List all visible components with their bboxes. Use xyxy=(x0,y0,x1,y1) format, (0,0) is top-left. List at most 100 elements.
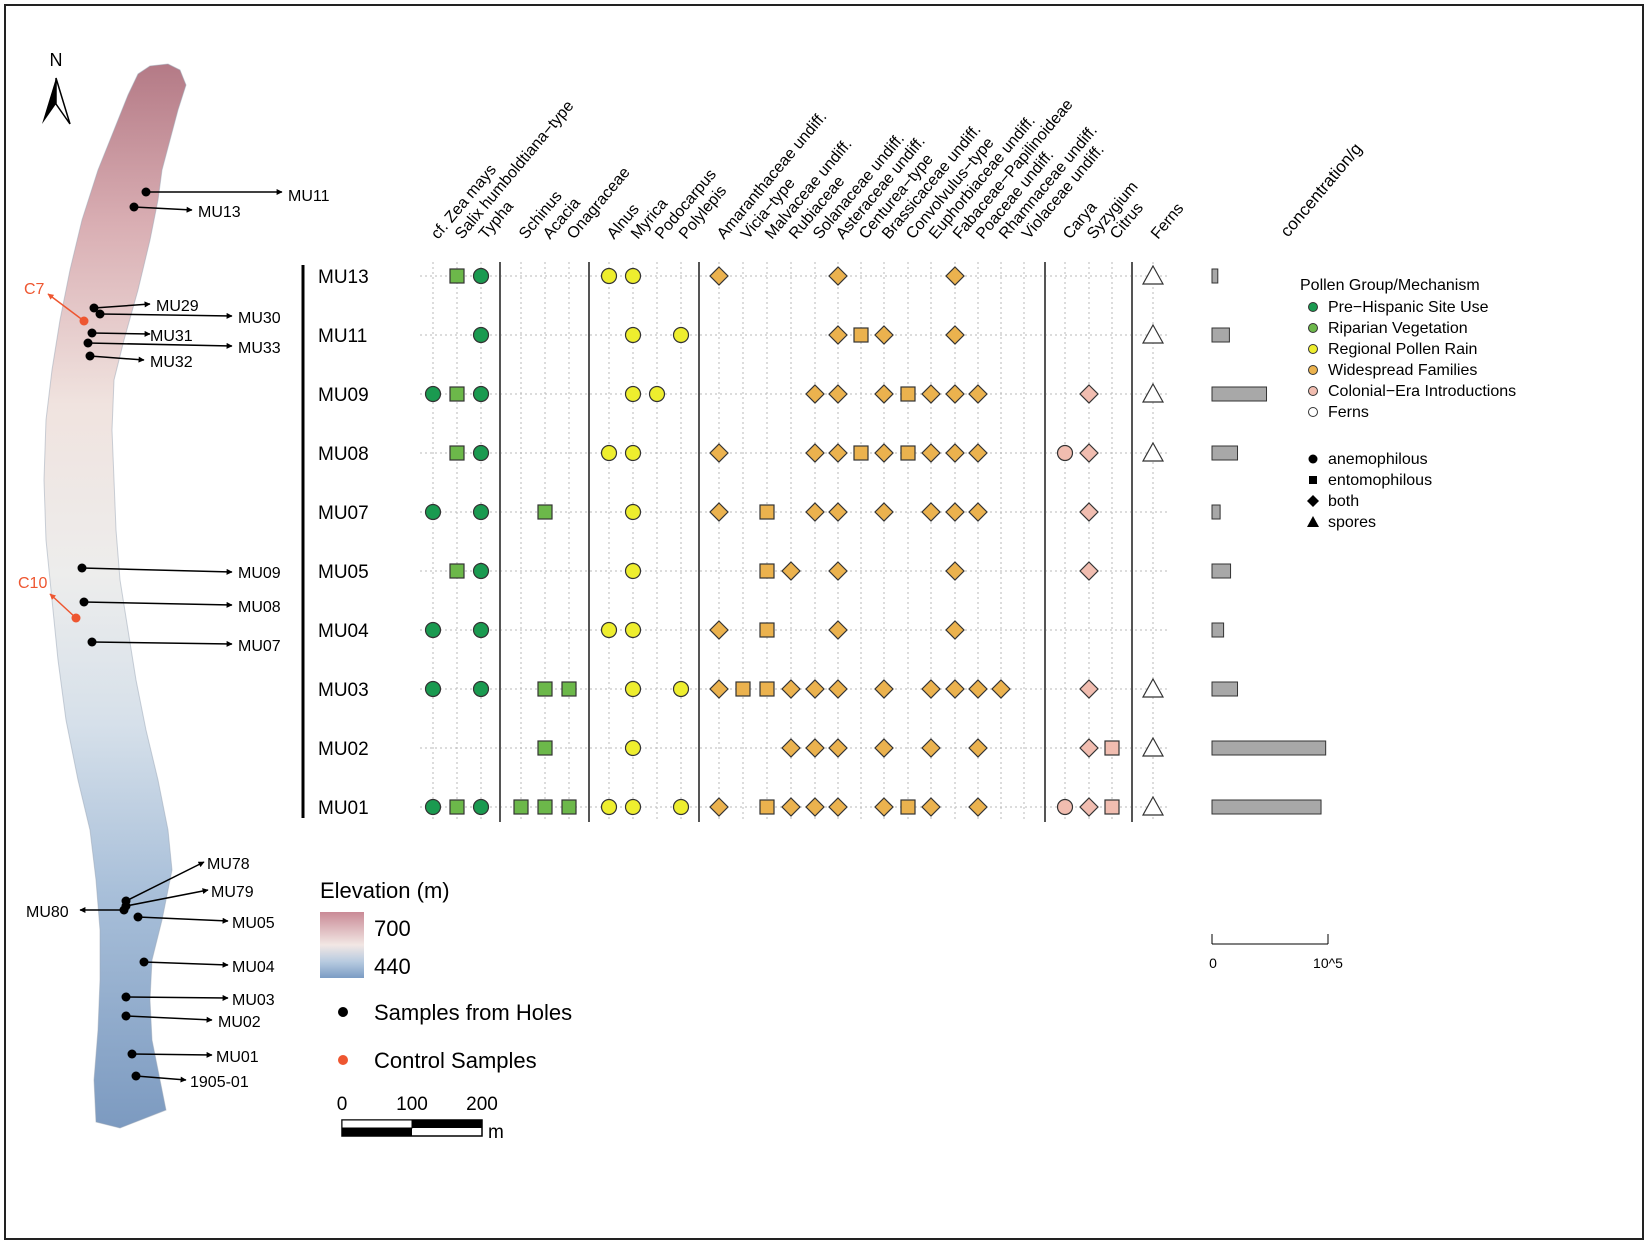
mark-mu03-syzygium xyxy=(1079,679,1099,699)
mark-mu13-fabaceae-papilinoideae xyxy=(945,266,965,286)
concentration-bar-mu05 xyxy=(1211,563,1232,579)
concentration-bar-mu13 xyxy=(1211,268,1219,284)
map-sample-dot-1905-01 xyxy=(131,1071,141,1081)
mark-mu05-malvaceae-undiff xyxy=(759,563,775,579)
mark-mu01-syzygium xyxy=(1079,797,1099,817)
legend-swatch-pre-hispanic-site-use xyxy=(1308,302,1318,312)
mark-mu07-poaceae-undiff xyxy=(968,502,988,522)
mark-mu09-brassicaceae-undiff xyxy=(874,384,894,404)
control-arrow-c7 xyxy=(47,293,85,322)
mark-mu04-typha xyxy=(472,621,490,639)
map-sample-label-mu07: MU07 xyxy=(238,638,281,655)
mark-mu08-fabaceae-papilinoideae xyxy=(945,443,965,463)
mark-mu04-myrica xyxy=(624,621,642,639)
concentration-bar-mu11 xyxy=(1211,327,1230,343)
mark-mu03-polylepis xyxy=(672,680,690,698)
legend-swatch-colonial-era-introductions xyxy=(1308,386,1318,396)
valley-elevation-map xyxy=(43,63,187,1129)
map-sample-label-mu09: MU09 xyxy=(238,565,281,582)
map-arrow-mu03 xyxy=(125,994,229,1001)
scale-tick-0: 0 xyxy=(337,1094,348,1115)
concentration-bars xyxy=(1211,268,1327,815)
mark-mu08-brassicaceae-undiff xyxy=(874,443,894,463)
concentration-bar-mu09 xyxy=(1211,386,1268,402)
concentration-bar-mu04 xyxy=(1211,622,1225,638)
legend-swatch-riparian-vegetation xyxy=(1308,323,1318,333)
mark-mu07-typha xyxy=(472,503,490,521)
map-sample-label-1905-01: 1905-01 xyxy=(190,1074,249,1091)
map-sample-dot-mu07 xyxy=(87,637,97,647)
legend-label-riparian-vegetation: Riparian Vegetation xyxy=(1328,320,1468,337)
map-arrow-mu04 xyxy=(143,961,229,968)
mark-mu01-myrica xyxy=(624,798,642,816)
map-sample-label-mu30: MU30 xyxy=(238,310,281,327)
mark-mu03-rhamnaceae-undiff xyxy=(991,679,1011,699)
legend-label-pre-hispanic-site-use: Pre−Hispanic Site Use xyxy=(1328,299,1489,316)
control-arrow-c10 xyxy=(49,593,77,619)
map-arrow-mu33 xyxy=(87,342,233,349)
map-arrow-mu31 xyxy=(91,330,151,337)
control-legend-label: Control Samples xyxy=(374,1048,537,1073)
pollen-legend-title: Pollen Group/Mechanism xyxy=(1300,277,1480,294)
map-sample-dot-mu03 xyxy=(121,992,131,1002)
mark-mu13-amaranthaceae-undiff xyxy=(709,266,729,286)
mark-mu08-syzygium xyxy=(1079,443,1099,463)
mark-mu03-myrica xyxy=(624,680,642,698)
map-sample-label-mu01: MU01 xyxy=(216,1049,259,1066)
mark-mu05-fabaceae-papilinoideae xyxy=(945,561,965,581)
sample-label-mu05: MU05 xyxy=(318,562,369,583)
map-arrow-mu78 xyxy=(125,861,205,902)
map-sample-label-mu33: MU33 xyxy=(238,340,281,357)
mark-mu01-carya xyxy=(1056,798,1074,816)
scale-tick-100: 100 xyxy=(396,1094,428,1115)
legend-swatch-ferns xyxy=(1308,407,1318,417)
mark-mu08-salix-humboldtiana-type xyxy=(449,445,465,461)
mark-mu05-myrica xyxy=(624,562,642,580)
mark-mu09-euphorbiaceae-undiff xyxy=(921,384,941,404)
map-sample-dot-mu32 xyxy=(85,351,95,361)
pollen-legend: Pollen Group/Mechanism Pre−Hispanic Site… xyxy=(1300,277,1516,531)
mark-mu01-convolvulus-type xyxy=(900,799,916,815)
mark-mu13-salix-humboldtiana-type xyxy=(449,268,465,284)
mark-mu13-typha xyxy=(472,267,490,285)
legend-shape-entomophilous xyxy=(1309,476,1317,484)
mark-mu03-onagraceae xyxy=(561,681,577,697)
map-sample-label-mu08: MU08 xyxy=(238,599,281,616)
concentration-bar-mu07 xyxy=(1211,504,1221,520)
scale-tick-200: 200 xyxy=(466,1094,498,1115)
mark-mu09-podocarpus xyxy=(648,385,666,403)
mark-mu07-myrica xyxy=(624,503,642,521)
mark-mu09-poaceae-undiff xyxy=(968,384,988,404)
mark-mu08-typha xyxy=(472,444,490,462)
mark-mu08-poaceae-undiff xyxy=(968,443,988,463)
mark-mu13-myrica xyxy=(624,267,642,285)
mark-mu08-carya xyxy=(1056,444,1074,462)
mark-mu07-brassicaceae-undiff xyxy=(874,502,894,522)
control-dot-c7 xyxy=(79,316,89,326)
mark-mu01-onagraceae xyxy=(561,799,577,815)
scale-unit: m xyxy=(488,1122,504,1143)
mark-mu02-euphorbiaceae-undiff xyxy=(921,738,941,758)
scale-bar xyxy=(341,1119,483,1137)
mark-mu13-alnus xyxy=(600,267,618,285)
mark-mu07-amaranthaceae-undiff xyxy=(709,502,729,522)
mark-mu05-rubiaceae xyxy=(781,561,801,581)
mark-mu02-rubiaceae xyxy=(781,738,801,758)
mark-mu03-cf-zea-mays xyxy=(424,680,442,698)
map-panel: N MU11MU13MU29MU30MU31MU33MU32MU09MU08MU… xyxy=(18,50,330,1129)
legend-label-both: both xyxy=(1328,493,1359,510)
sample-label-mu07: MU07 xyxy=(318,503,369,524)
mark-mu01-brassicaceae-undiff xyxy=(874,797,894,817)
mark-mu09-cf-zea-mays xyxy=(424,385,442,403)
holes-legend-label: Samples from Holes xyxy=(374,1000,572,1025)
map-sample-label-mu31: MU31 xyxy=(150,328,193,345)
mark-mu03-brassicaceae-undiff xyxy=(874,679,894,699)
legend-swatch-regional-pollen-rain xyxy=(1308,344,1318,354)
mark-mu04-alnus xyxy=(600,621,618,639)
mark-mu02-poaceae-undiff xyxy=(968,738,988,758)
legend-label-colonial-era-introductions: Colonial−Era Introductions xyxy=(1328,383,1516,400)
map-sample-label-mu13: MU13 xyxy=(198,204,241,221)
mark-mu09-typha xyxy=(472,385,490,403)
legend-shape-anemophilous xyxy=(1308,454,1318,464)
